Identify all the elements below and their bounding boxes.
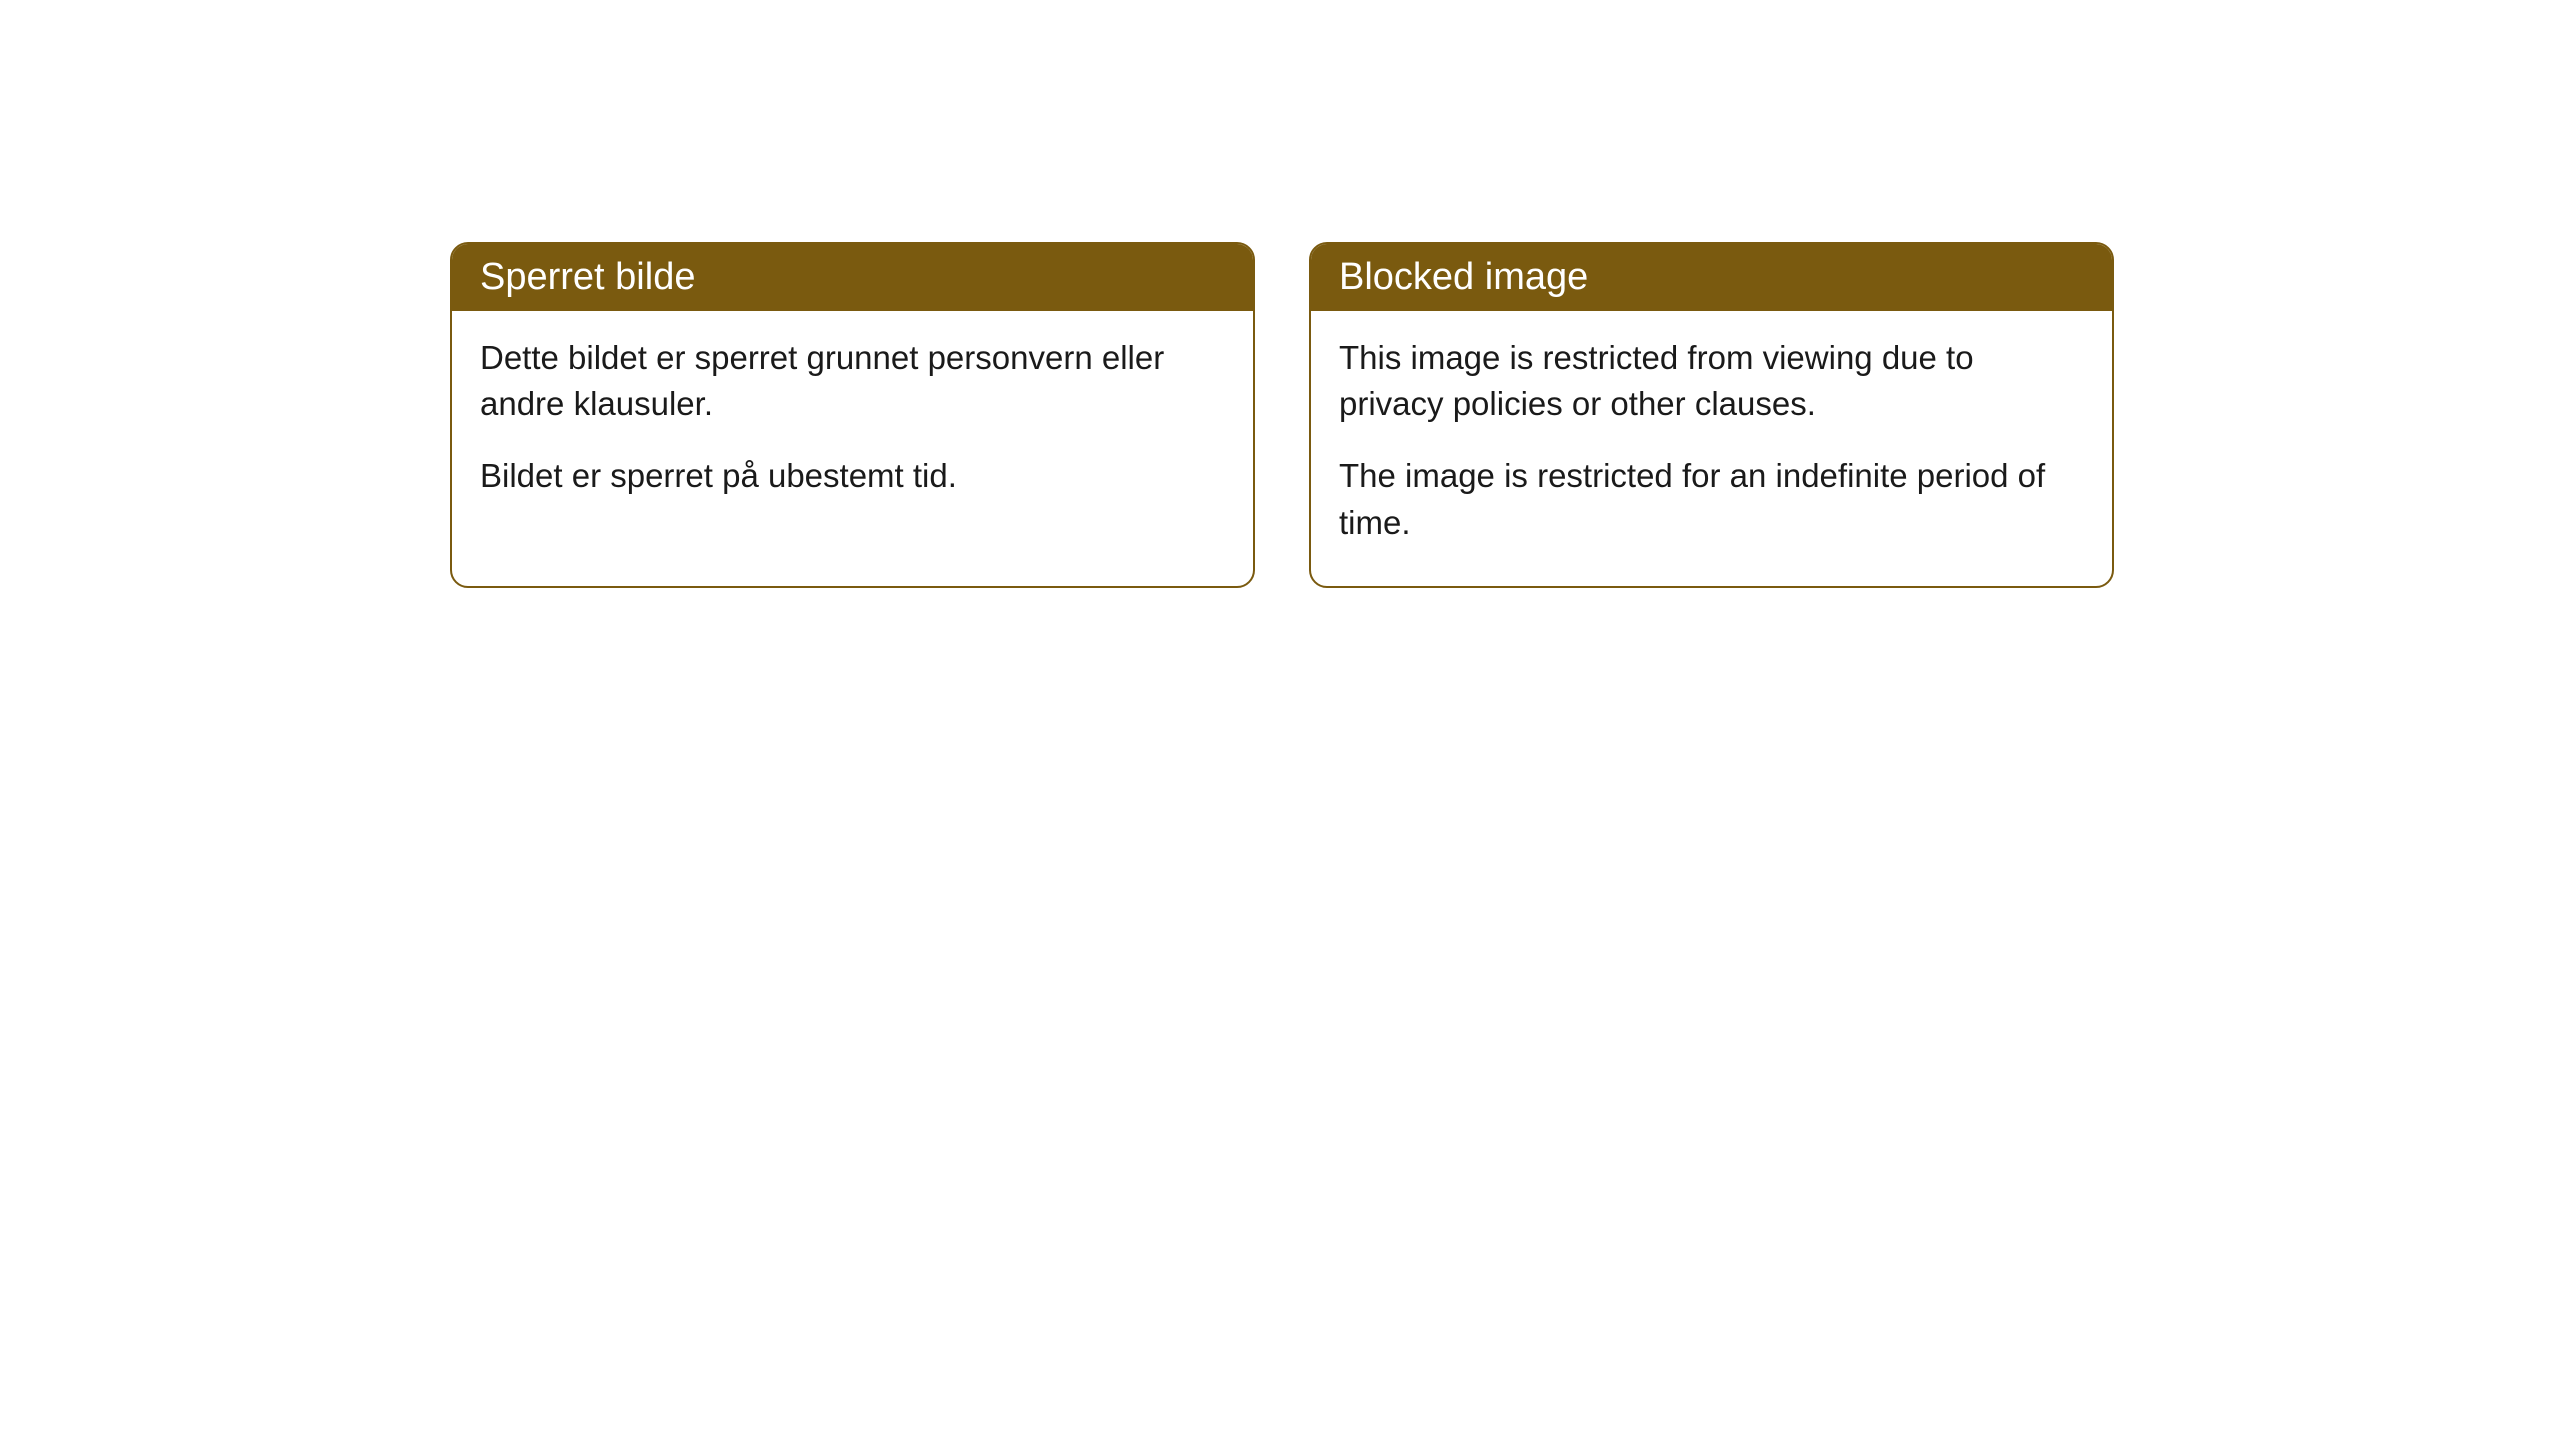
- notice-cards-container: Sperret bilde Dette bildet er sperret gr…: [450, 242, 2114, 588]
- card-paragraph: Bildet er sperret på ubestemt tid.: [480, 453, 1225, 499]
- card-title: Sperret bilde: [480, 256, 695, 298]
- card-title: Blocked image: [1339, 256, 1588, 298]
- card-body-norwegian: Dette bildet er sperret grunnet personve…: [452, 311, 1253, 540]
- card-paragraph: The image is restricted for an indefinit…: [1339, 453, 2084, 545]
- card-body-english: This image is restricted from viewing du…: [1311, 311, 2112, 586]
- card-paragraph: This image is restricted from viewing du…: [1339, 335, 2084, 427]
- card-header-english: Blocked image: [1311, 244, 2112, 311]
- notice-card-norwegian: Sperret bilde Dette bildet er sperret gr…: [450, 242, 1255, 588]
- card-header-norwegian: Sperret bilde: [452, 244, 1253, 311]
- notice-card-english: Blocked image This image is restricted f…: [1309, 242, 2114, 588]
- card-paragraph: Dette bildet er sperret grunnet personve…: [480, 335, 1225, 427]
